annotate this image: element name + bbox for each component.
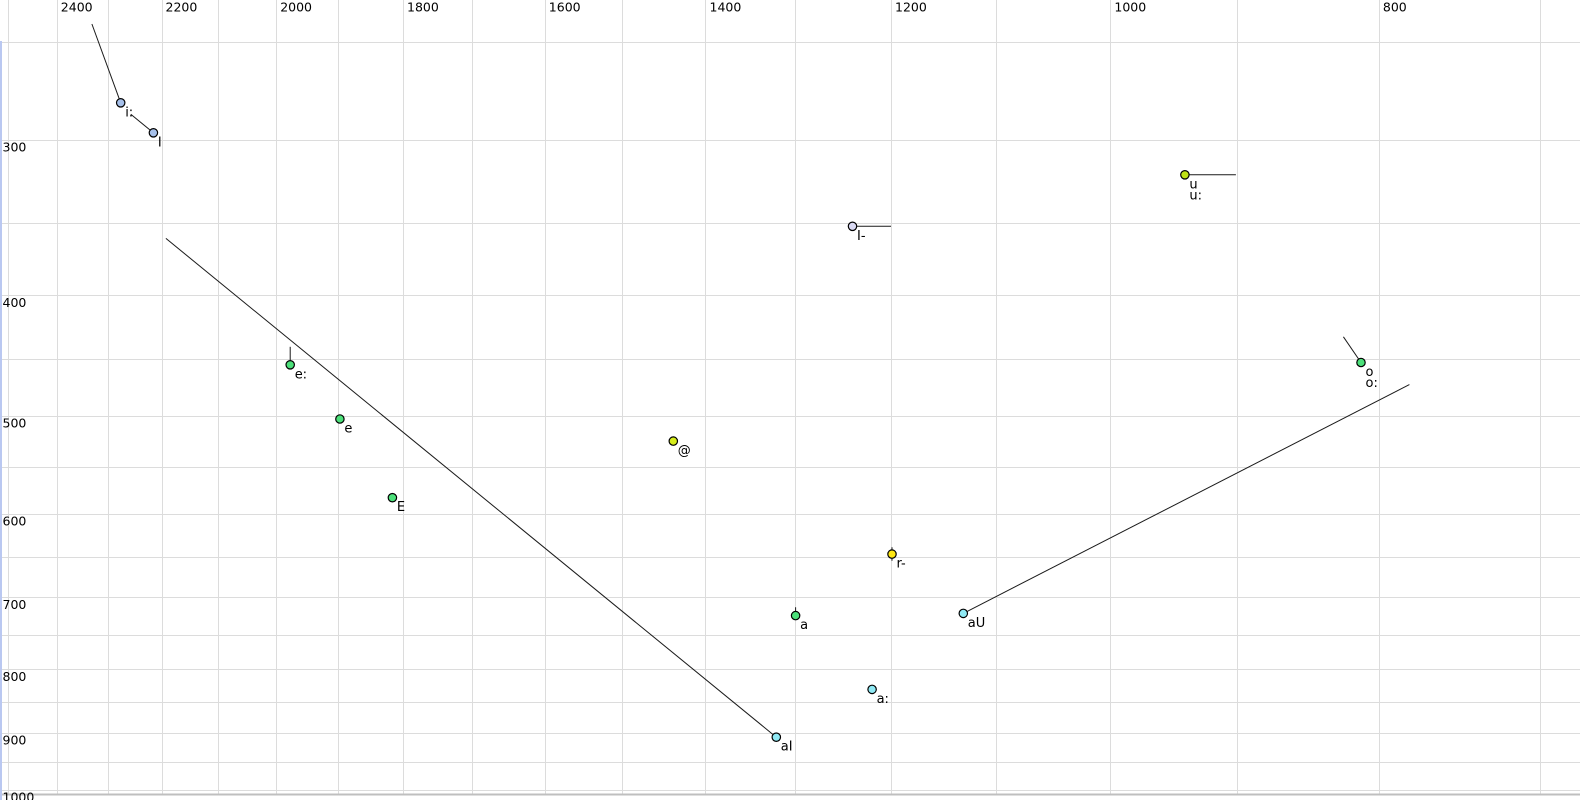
x-axis-tick-800: 800 — [1383, 0, 1407, 15]
x-axis-tick-1200: 1200 — [895, 0, 927, 15]
vowel-label-I: I — [158, 135, 162, 150]
x-axis-tick-1600: 1600 — [549, 0, 581, 15]
vowel-label-I-: I- — [857, 229, 866, 244]
trajectory-o — [1342, 336, 1362, 363]
y-axis-tick-1000: 1000 — [3, 789, 35, 800]
vowel-point-o[interactable] — [1356, 357, 1366, 368]
x-axis-tick-2200: 2200 — [166, 0, 198, 15]
vowel-point-a:[interactable] — [867, 684, 877, 695]
x-axis-tick-1000: 1000 — [1114, 0, 1146, 15]
vowel-label-u: u — [1189, 177, 1197, 192]
vowel-point-e[interactable] — [335, 414, 345, 424]
vowel-label-o:: o: — [1366, 376, 1378, 391]
vowel-point-I-[interactable] — [847, 221, 858, 232]
vowel-point-r-[interactable] — [887, 549, 897, 559]
x-axis-tick-2000: 2000 — [280, 0, 312, 15]
vowel-point-e:[interactable] — [285, 359, 295, 370]
y-axis-tick-500: 500 — [3, 415, 27, 430]
vowel-label-e:: e: — [295, 367, 307, 382]
vowel-label-r-: r- — [897, 557, 907, 572]
vowel-label-E: E — [397, 500, 405, 515]
vowel-point-i:[interactable] — [115, 98, 126, 108]
x-axis-tick-2400: 2400 — [61, 0, 93, 15]
vowel-point-u[interactable] — [1180, 170, 1190, 180]
y-axis-tick-400: 400 — [3, 295, 27, 310]
y-axis-tick-600: 600 — [3, 514, 27, 529]
vowel-label-aU: aU — [968, 616, 985, 631]
trajectory-I — [130, 113, 154, 134]
x-axis-tick-1800: 1800 — [407, 0, 439, 15]
vowel-point-@[interactable] — [668, 436, 679, 446]
x-axis-tick-1400: 1400 — [710, 0, 742, 15]
vowel-label-@: @ — [678, 444, 691, 459]
trajectory-aU — [963, 384, 1410, 614]
vowel-label-o: o — [1366, 365, 1374, 380]
trajectory-aI — [165, 238, 777, 738]
y-axis-tick-900: 900 — [3, 733, 27, 748]
vowel-label-a: a — [800, 618, 808, 633]
vowel-point-I[interactable] — [148, 128, 159, 138]
vowel-label-i:: i: — [125, 105, 133, 120]
y-axis-tick-800: 800 — [3, 669, 27, 684]
vowel-label-e: e — [344, 422, 352, 437]
vowel-label-a:: a: — [877, 692, 889, 707]
vowel-point-aI[interactable] — [771, 732, 782, 742]
vowel-label-u:: u: — [1189, 188, 1202, 203]
vowel-point-a[interactable] — [790, 610, 801, 621]
vowel-label-aI: aI — [781, 740, 793, 755]
y-axis-tick-300: 300 — [3, 140, 27, 155]
vowel-point-aU[interactable] — [958, 608, 969, 619]
trajectory-i: — [91, 23, 122, 103]
vowel-point-E[interactable] — [387, 492, 398, 503]
y-axis-tick-700: 700 — [3, 597, 27, 612]
